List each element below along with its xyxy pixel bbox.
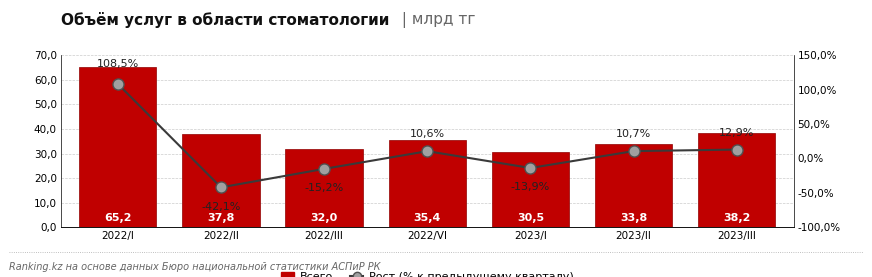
Text: 10,6%: 10,6% <box>410 129 445 140</box>
Bar <box>698 134 775 227</box>
Text: 32,0: 32,0 <box>310 214 337 224</box>
Text: 12,9%: 12,9% <box>719 128 754 138</box>
Bar <box>492 152 569 227</box>
Bar <box>595 144 672 227</box>
Text: | млрд тг: | млрд тг <box>397 12 475 29</box>
Bar <box>182 134 260 227</box>
Bar <box>79 67 156 227</box>
Text: 10,7%: 10,7% <box>616 129 651 139</box>
Text: 65,2: 65,2 <box>104 214 132 224</box>
Text: 35,4: 35,4 <box>413 214 441 224</box>
Bar <box>285 149 363 227</box>
Legend: Всего, Рост (% к предыдущему кварталу): Всего, Рост (% к предыдущему кварталу) <box>276 268 578 277</box>
Text: Ranking.kz на основе данных Бюро национальной статистики АСПиР РК: Ranking.kz на основе данных Бюро национа… <box>9 262 380 272</box>
Text: 33,8: 33,8 <box>620 214 647 224</box>
Text: 37,8: 37,8 <box>208 214 235 224</box>
Text: 108,5%: 108,5% <box>97 60 139 70</box>
Text: 38,2: 38,2 <box>723 214 751 224</box>
Text: -42,1%: -42,1% <box>201 202 241 212</box>
Text: Объём услуг в области стоматологии: Объём услуг в области стоматологии <box>61 12 390 29</box>
Text: -15,2%: -15,2% <box>304 183 344 193</box>
Text: -13,9%: -13,9% <box>511 183 550 193</box>
Bar <box>389 140 466 227</box>
Text: 30,5: 30,5 <box>517 214 544 224</box>
